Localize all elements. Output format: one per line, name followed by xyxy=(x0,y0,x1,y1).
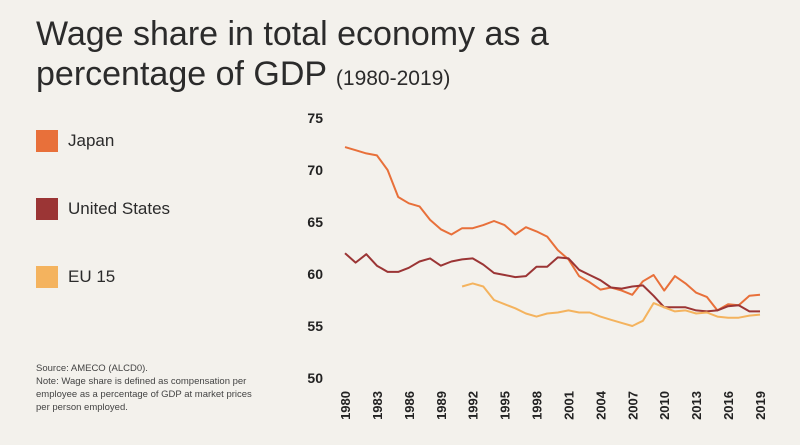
note-line: Note: Wage share is defined as compensat… xyxy=(36,376,252,413)
x-tick-label: 2010 xyxy=(657,391,672,420)
legend-label-japan: Japan xyxy=(68,131,115,150)
x-tick-label: 2007 xyxy=(625,391,640,420)
y-tick-label: 70 xyxy=(307,162,323,178)
y-axis: 50 55 60 65 70 75 xyxy=(307,110,323,386)
series-line-japan xyxy=(344,146,761,312)
x-tick-label: 2013 xyxy=(689,391,704,420)
legend-swatch-eu15 xyxy=(36,266,58,288)
x-tick-label: 1989 xyxy=(434,391,449,420)
legend: Japan United States EU 15 xyxy=(36,128,266,332)
x-tick-label: 2016 xyxy=(721,391,736,420)
x-axis: 1980 1983 1986 1989 1992 1995 1998 2001 2004 2007… xyxy=(338,390,768,420)
y-tick-label: 55 xyxy=(307,318,323,334)
x-tick-label: 2004 xyxy=(593,390,608,420)
source-note: Source: AMECO (ALCD0). Note: Wage share … xyxy=(36,362,261,414)
x-tick-label: 1995 xyxy=(498,391,513,420)
legend-item-eu15: EU 15 xyxy=(36,264,266,290)
series-lines xyxy=(344,146,761,327)
x-tick-label: 1986 xyxy=(402,391,417,420)
x-tick-label: 2019 xyxy=(753,391,768,420)
y-tick-label: 50 xyxy=(307,370,323,386)
title-line-1: Wage share in total economy as a xyxy=(36,15,549,53)
legend-item-united-states: United States xyxy=(36,196,266,222)
title-range: (1980-2019) xyxy=(335,67,451,90)
legend-label-eu15: EU 15 xyxy=(68,267,116,286)
x-tick-label: 2001 xyxy=(561,391,576,420)
y-tick-label: 75 xyxy=(307,110,323,126)
x-tick-label: 1983 xyxy=(370,391,385,420)
source-line: Source: AMECO (ALCD0). xyxy=(36,363,148,374)
legend-swatch-united-states xyxy=(36,198,58,220)
x-tick-label: 1992 xyxy=(466,391,481,420)
title-line-2: percentage of GDP xyxy=(36,55,327,93)
series-line-eu-15 xyxy=(461,282,761,327)
x-tick-label: 1998 xyxy=(530,391,545,420)
legend-swatch-japan xyxy=(36,130,58,152)
legend-label-united-states: United States xyxy=(68,199,171,218)
series-line-united-states xyxy=(344,252,760,313)
legend-item-japan: Japan xyxy=(36,128,266,154)
y-tick-label: 65 xyxy=(307,214,323,230)
x-tick-label: 1980 xyxy=(338,391,353,420)
y-tick-label: 60 xyxy=(307,266,323,282)
chart-title: Wage share in total economy as a percent… xyxy=(36,14,549,99)
